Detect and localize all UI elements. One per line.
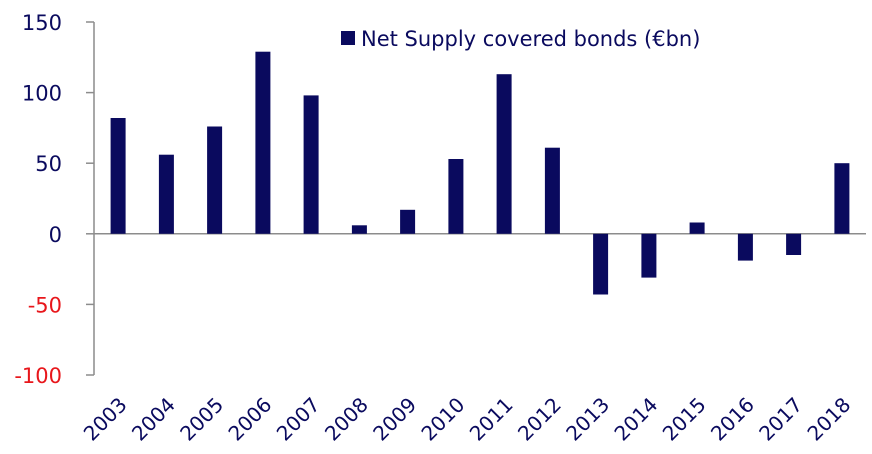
bar-2005 [207,126,223,234]
bar-2013 [593,233,609,295]
x-tick-label: 2015 [658,393,711,446]
bar-2010 [448,159,464,234]
y-tick-label: -100 [14,364,62,388]
bar-2009 [400,209,416,234]
bar-2003 [110,118,126,234]
legend: Net Supply covered bonds (€bn) [341,27,700,51]
x-tick-label: 2012 [513,393,566,446]
x-tick-label: 2007 [272,393,325,446]
bar-2007 [303,95,319,234]
x-tick-label: 2013 [561,393,614,446]
x-tick-label: 2006 [223,393,276,446]
x-tick-label: 2010 [416,393,469,446]
y-tick-label: -50 [28,293,62,317]
bar-2016 [737,233,753,261]
bar-2015 [689,222,705,234]
bar-2014 [641,233,657,278]
legend-label: Net Supply covered bonds (€bn) [361,27,700,51]
x-tick-label: 2008 [320,393,373,446]
x-tick-label: 2009 [368,393,421,446]
x-axis-labels: 2003200420052006200720082009201020112012… [79,393,856,446]
y-axis-ticks: 150 100 50 0 -50 -100 [14,11,94,388]
bars-group [110,51,850,295]
x-tick-label: 2018 [802,393,855,446]
bar-2008 [351,225,367,234]
x-tick-label: 2017 [754,393,807,446]
x-tick-label: 2011 [465,393,518,446]
bar-2004 [158,154,174,234]
x-tick-label: 2014 [609,393,662,446]
bar-2011 [496,74,512,234]
y-tick-label: 50 [35,152,62,176]
bar-2017 [786,233,802,255]
x-tick-label: 2005 [175,393,228,446]
legend-swatch [341,31,355,45]
x-tick-label: 2016 [706,393,759,446]
y-tick-label: 150 [22,11,62,35]
x-tick-label: 2004 [127,393,180,446]
y-tick-label: 100 [22,82,62,106]
x-tick-label: 2003 [79,393,132,446]
bar-2006 [255,51,271,234]
y-tick-label: 0 [49,223,62,247]
bar-2012 [544,147,560,234]
bar-2018 [834,163,850,234]
